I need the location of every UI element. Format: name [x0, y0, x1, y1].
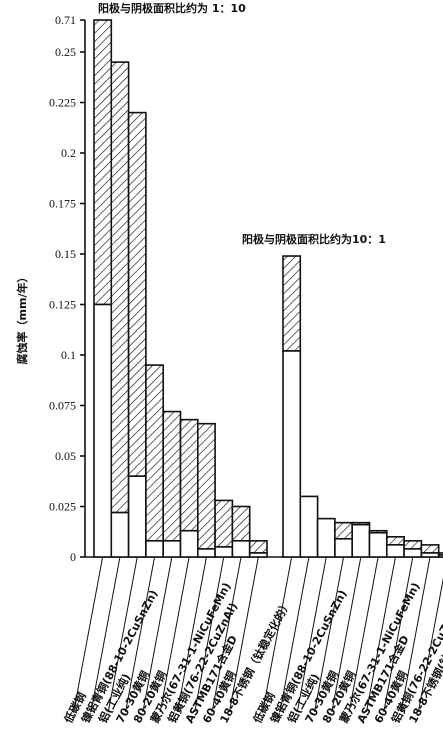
bar-segment-base	[93, 303, 113, 558]
y-axis-label: 腐蚀率（mm/年）	[15, 272, 29, 365]
y-tick-label: 0.71	[55, 13, 76, 27]
y-tick-label: 0.2	[61, 146, 76, 160]
bar-segment-hatched	[231, 505, 251, 542]
category-leader	[159, 556, 190, 713]
category-leader	[211, 556, 242, 713]
category-leader	[176, 556, 207, 713]
y-tick-label: 0.15	[55, 247, 76, 261]
category-leader	[348, 556, 379, 713]
bar-segment-base	[316, 517, 336, 558]
bar-segment-base	[162, 540, 182, 558]
category-leader	[125, 556, 156, 713]
category-leader	[383, 556, 414, 713]
bar-segment-hatched	[248, 540, 268, 554]
category-leader	[194, 556, 225, 713]
y-tick-label: 0.075	[49, 399, 76, 413]
y-tick-label: 0.175	[49, 197, 76, 211]
category-leader	[365, 556, 396, 713]
bar-segment-hatched	[334, 521, 353, 540]
bar-segment-hatched	[162, 410, 182, 542]
category-leader	[142, 556, 173, 713]
bars	[93, 19, 443, 558]
category-leader	[262, 556, 293, 713]
category-leader	[90, 556, 121, 713]
y-tick-label: 0.125	[49, 298, 76, 312]
bar-segment-hatched	[385, 535, 405, 546]
category-leader	[228, 556, 259, 713]
bar-segment-base	[334, 538, 353, 558]
y-tick-label: 0	[70, 550, 76, 564]
bar-segment-base	[299, 495, 319, 558]
y-tick-label: 0.1	[61, 348, 76, 362]
bar-segment-base	[385, 544, 405, 558]
bar-segment-base	[437, 554, 443, 558]
y-tick-label: 0.05	[55, 449, 76, 463]
bar-segment-base	[197, 548, 216, 558]
bar-segment-base	[420, 552, 440, 558]
bar-segment-hatched	[282, 255, 302, 352]
y-tick-label: 0.25	[55, 45, 76, 59]
bar-segment-hatched	[145, 364, 164, 542]
bar-segment-hatched	[197, 422, 216, 550]
bar-segment-hatched	[403, 540, 423, 550]
bar-segment-hatched	[110, 61, 130, 514]
bar-segment-base	[368, 531, 388, 558]
category-leader	[296, 556, 327, 713]
group-1-title: 阳极与阴极面积比约为 1：10	[98, 1, 246, 15]
category-labels: 低碳钢镍铝青铜(88-10-2CuSnZn)铝(工业纯)70-30黄铜80-20…	[60, 556, 443, 726]
y-tick-label: 0.025	[49, 500, 76, 514]
y-tick-label: 0.225	[49, 96, 76, 110]
bar-segment-hatched	[93, 19, 113, 306]
bar-segment-base	[110, 511, 130, 558]
category-leader	[331, 556, 362, 713]
bar-segment-hatched	[127, 111, 147, 478]
bar-segment-hatched	[420, 544, 440, 554]
bar-segment-base	[145, 540, 164, 558]
bar-segment-base	[248, 552, 268, 558]
bar-segment-hatched	[179, 418, 199, 532]
bar-segment-base	[351, 523, 371, 558]
group-2-title: 阳极与阴极面积比约为10：1	[242, 232, 386, 246]
category-leader	[73, 556, 104, 713]
bar-segment-hatched	[437, 552, 443, 556]
bar-segment-base	[403, 548, 423, 558]
category-leader	[279, 556, 310, 713]
category-leader	[314, 556, 345, 713]
bar-segment-hatched	[214, 499, 234, 548]
y-axis: 0 0.025 0.05 0.075 0.1 0.125 0.15 0.175 0.2 0.225…	[49, 13, 443, 564]
bar-segment-base	[179, 529, 199, 558]
bar-segment-base	[282, 350, 302, 558]
bar-segment-base	[127, 475, 147, 558]
category-leader	[400, 556, 431, 713]
bar-segment-base	[231, 540, 251, 558]
bar-segment-base	[214, 546, 234, 558]
category-leader	[107, 556, 138, 713]
